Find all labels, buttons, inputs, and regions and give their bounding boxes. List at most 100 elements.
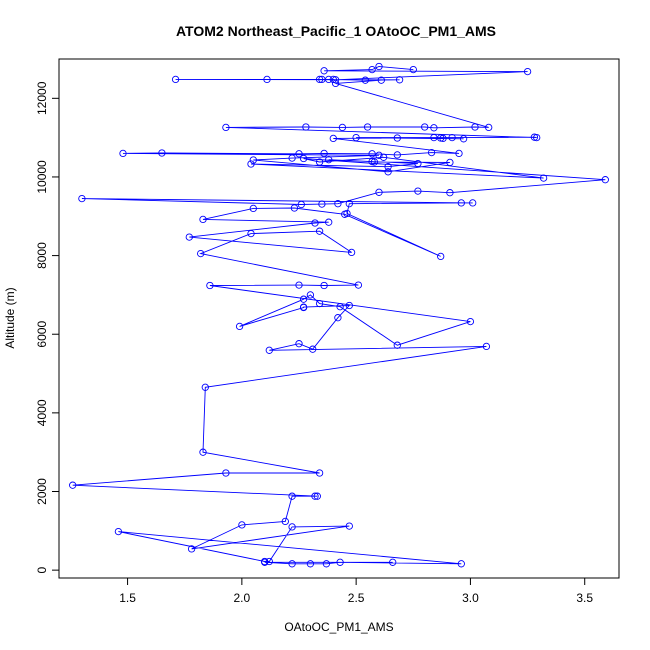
data-point [315, 227, 324, 235]
data-point [320, 149, 328, 158]
data-point [235, 322, 244, 331]
data-point [409, 65, 417, 74]
data-point [482, 342, 491, 351]
data-point [343, 209, 351, 218]
data-point [457, 560, 465, 568]
data-point [466, 317, 475, 326]
data-point [471, 123, 479, 131]
data-point [171, 75, 180, 84]
data-point [345, 301, 353, 310]
data-point [290, 204, 299, 212]
data-point [601, 176, 609, 184]
data-point [288, 523, 296, 531]
x-tick-label: 2.5 [348, 591, 365, 605]
data-point [439, 134, 447, 143]
data-point [455, 149, 463, 158]
data-point [329, 134, 337, 143]
data-point [379, 153, 388, 161]
data-point [247, 160, 255, 168]
data-point [261, 557, 269, 566]
data-point [299, 295, 308, 303]
x-tick-label: 3.5 [576, 591, 593, 605]
data-point [297, 200, 305, 209]
data-point [320, 281, 328, 290]
data-point [295, 150, 303, 158]
data-point [446, 158, 454, 167]
data-point [384, 163, 392, 171]
data-point [370, 158, 379, 166]
data-point [306, 291, 315, 299]
data-point [302, 123, 310, 131]
data-point [249, 156, 257, 164]
y-axis: 0 2000 4000 6000 8000 10000 12000 [35, 81, 60, 573]
data-point [247, 229, 255, 238]
data-point [288, 154, 296, 162]
data-point [185, 233, 193, 241]
data-point [459, 135, 468, 143]
series-polyline [72, 66, 606, 565]
data-point [199, 215, 207, 224]
data-point [395, 76, 404, 84]
data-point [322, 560, 331, 568]
data-point [345, 522, 353, 530]
data-point [533, 133, 541, 142]
x-tick-label: 2.0 [234, 591, 251, 605]
data-series-points [69, 62, 609, 568]
data-point [430, 124, 438, 132]
data-point [199, 448, 207, 456]
data-point [315, 75, 324, 84]
data-point [469, 199, 477, 207]
data-point [361, 76, 369, 84]
data-point [263, 75, 271, 84]
data-point [325, 218, 333, 226]
data-point [393, 151, 401, 159]
data-point [446, 189, 454, 197]
data-point [325, 75, 333, 84]
data-point [315, 299, 324, 308]
data-point [347, 248, 356, 257]
data-point [414, 159, 422, 168]
data-point [306, 560, 315, 568]
data-point [368, 65, 376, 74]
data-point [354, 281, 363, 289]
data-point [375, 188, 383, 196]
data-point [119, 149, 127, 158]
data-point [414, 187, 422, 195]
data-point [368, 150, 376, 158]
data-point [448, 133, 456, 142]
data-point [69, 481, 77, 489]
data-point [313, 492, 321, 500]
data-point [265, 557, 273, 566]
data-point [393, 134, 401, 142]
y-tick-label: 4000 [35, 399, 49, 426]
data-point [315, 158, 324, 166]
data-point [384, 168, 392, 176]
data-point [311, 492, 319, 500]
data-point [222, 123, 230, 132]
data-point [288, 492, 296, 500]
data-point [295, 340, 303, 348]
data-point [238, 521, 246, 529]
data-point [345, 200, 353, 208]
data-point [427, 148, 436, 157]
x-tick-label: 3.0 [462, 591, 479, 605]
x-axis-label: OAtoOC_PM1_AMS [284, 620, 393, 634]
data-point [187, 545, 196, 553]
data-point [299, 154, 308, 163]
data-point [393, 341, 401, 349]
data-point [437, 252, 445, 261]
data-series-line [72, 66, 606, 565]
data-point [539, 174, 548, 182]
data-point [375, 62, 383, 71]
data-point [114, 527, 123, 536]
chart-title: ATOM2 Northeast_Pacific_1 OAtoOC_PM1_AMS [176, 23, 496, 39]
data-point [201, 383, 209, 391]
data-point [331, 76, 340, 84]
data-point [158, 149, 166, 157]
data-point [334, 200, 342, 208]
y-tick-label: 2000 [35, 478, 49, 505]
data-point [265, 346, 273, 354]
data-point [78, 194, 86, 203]
y-tick-label: 10000 [35, 160, 49, 194]
y-tick-label: 6000 [35, 321, 49, 348]
